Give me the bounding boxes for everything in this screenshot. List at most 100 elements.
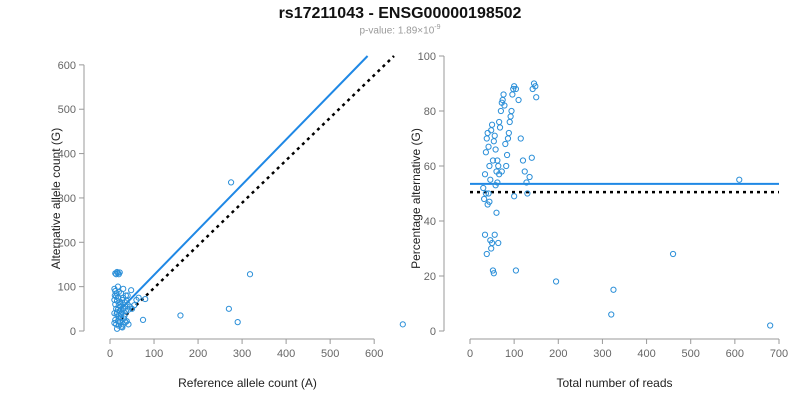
data-point	[523, 179, 530, 186]
data-point	[139, 316, 147, 324]
data-point	[509, 91, 516, 98]
y-tick-label: 300	[58, 193, 76, 205]
x-axis-label: Total number of reads	[556, 376, 672, 390]
x-tick-label: 100	[505, 348, 523, 360]
data-point	[122, 303, 129, 310]
data-point	[512, 267, 520, 274]
data-point	[490, 270, 497, 277]
data-point	[492, 146, 499, 153]
data-point	[500, 91, 507, 98]
data-point	[483, 135, 490, 142]
data-point	[488, 245, 495, 252]
x-tick-label: 600	[365, 348, 383, 360]
data-point	[736, 176, 743, 183]
y-tick-label: 80	[424, 106, 436, 118]
y-tick-label: 40	[424, 216, 436, 228]
subtitle-text: p-value: 1.89×10	[359, 25, 435, 37]
data-point	[489, 267, 497, 274]
data-point	[503, 151, 511, 159]
data-point	[246, 271, 254, 278]
data-point	[234, 319, 241, 326]
y-tick-label: 0	[430, 326, 436, 338]
x-axis-label: Reference allele count (A)	[178, 376, 317, 390]
data-point	[504, 135, 512, 142]
x-tick-label: 700	[770, 348, 788, 360]
data-point	[116, 299, 123, 306]
x-tick-label: 0	[467, 348, 473, 360]
data-point	[494, 157, 501, 164]
data-point	[481, 231, 489, 238]
x-tick-label: 600	[726, 348, 744, 360]
x-tick-label: 200	[189, 348, 207, 360]
data-point	[485, 190, 492, 197]
data-point	[493, 209, 500, 216]
data-point	[123, 318, 130, 325]
data-point	[515, 96, 522, 104]
data-point	[482, 149, 489, 156]
data-point	[481, 195, 488, 203]
data-point	[225, 305, 232, 312]
data-point	[498, 168, 505, 175]
data-point	[490, 138, 497, 145]
data-point	[111, 296, 118, 304]
data-point	[112, 270, 119, 277]
data-point	[111, 319, 118, 327]
data-point	[496, 124, 504, 131]
data-point	[521, 168, 528, 175]
data-point	[491, 231, 498, 238]
data-point	[485, 143, 492, 150]
data-point	[117, 290, 125, 297]
data-point	[227, 179, 235, 186]
data-point	[519, 157, 527, 164]
reference-line-dotted	[120, 55, 395, 321]
y-tick-label: 20	[424, 271, 436, 283]
data-point	[669, 250, 677, 258]
data-point	[122, 292, 129, 299]
x-tick-label: 500	[321, 348, 339, 360]
data-point	[124, 292, 131, 299]
data-point	[480, 184, 487, 192]
y-tick-label: 500	[58, 104, 76, 116]
data-point	[496, 118, 503, 126]
data-point	[177, 312, 184, 319]
data-point	[517, 135, 524, 142]
data-point	[482, 190, 489, 197]
data-point	[492, 182, 499, 189]
x-tick-label: 300	[593, 348, 611, 360]
data-point	[119, 324, 126, 331]
x-tick-label: 300	[233, 348, 251, 360]
data-point	[113, 309, 121, 316]
data-point	[489, 157, 497, 164]
x-tick-label: 100	[145, 348, 163, 360]
y-tick-label: 60	[424, 161, 436, 173]
data-point	[508, 107, 515, 115]
data-point	[512, 85, 520, 93]
data-point	[608, 311, 615, 318]
chart-subtitle: p-value: 1.89×10-9	[0, 24, 800, 36]
y-tick-label: 100	[418, 51, 436, 63]
data-point	[497, 107, 504, 115]
data-point	[491, 132, 498, 139]
x-tick-label: 400	[637, 348, 655, 360]
x-tick-label: 0	[107, 348, 113, 360]
data-point	[488, 127, 495, 134]
data-point	[115, 315, 122, 322]
fit-line-solid	[120, 55, 369, 310]
data-point	[484, 129, 491, 137]
data-point	[487, 176, 494, 183]
data-point	[495, 162, 502, 170]
data-point	[483, 250, 490, 258]
data-point	[510, 85, 517, 93]
y-tick-label: 600	[58, 60, 76, 72]
data-point	[481, 171, 489, 178]
y-tick-label: 400	[58, 149, 76, 161]
data-point	[486, 198, 493, 205]
data-point	[121, 312, 128, 319]
chart-title: rs17211043 - ENSG00000198502	[278, 5, 522, 22]
data-point	[488, 239, 496, 247]
data-point	[506, 118, 513, 126]
data-point	[511, 193, 518, 200]
data-point	[113, 293, 120, 300]
